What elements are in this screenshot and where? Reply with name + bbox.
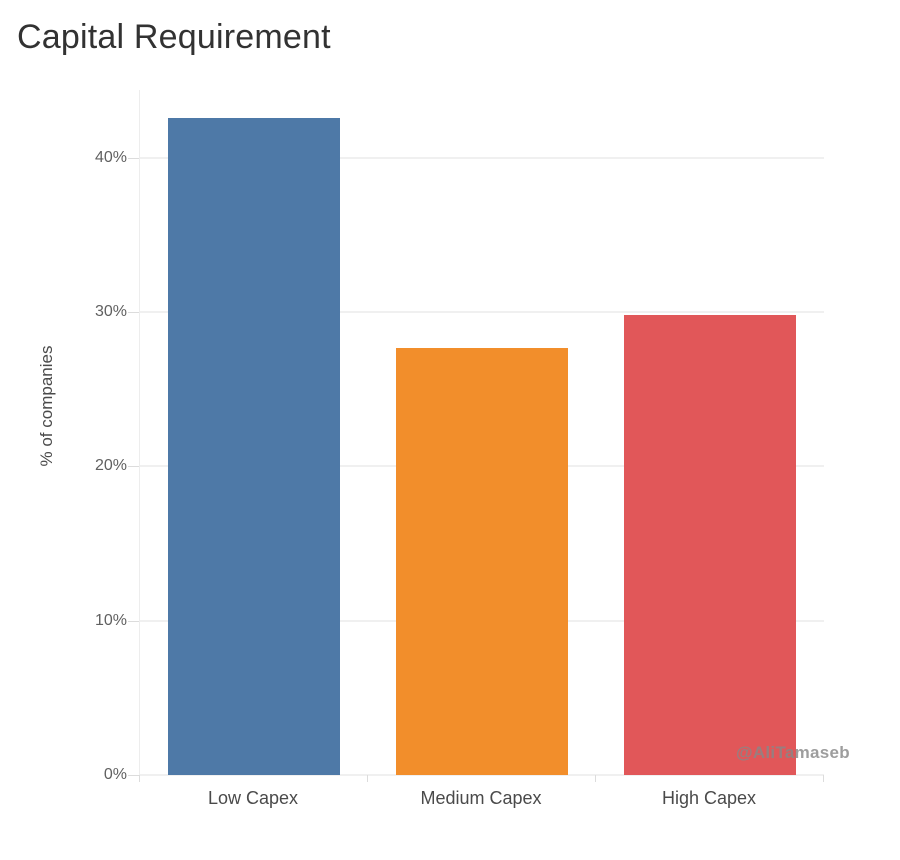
y-tick-mark — [128, 157, 139, 159]
gridline — [140, 774, 824, 776]
x-tick-label: Medium Capex — [420, 788, 542, 808]
bar-medium-capex — [396, 348, 568, 775]
y-tick-label: 20% — [94, 457, 127, 475]
y-tick-mark — [128, 466, 139, 468]
y-axis-title: % of companies — [37, 345, 56, 467]
y-tick-mark — [128, 775, 139, 776]
watermark: @AliTamaseb — [735, 743, 850, 762]
y-tick-label: 10% — [94, 611, 127, 629]
plot-area — [139, 90, 824, 776]
bar-low-capex — [168, 118, 340, 775]
gridline — [140, 311, 824, 314]
chart-title: Capital Requirement — [17, 18, 331, 56]
y-tick-mark — [128, 312, 139, 314]
y-tick-label: 0% — [103, 766, 127, 783]
x-tick-mark — [595, 775, 596, 782]
bar-high-capex — [624, 315, 796, 775]
x-tick-mark — [139, 775, 140, 782]
x-tick-label: High Capex — [661, 788, 757, 808]
y-tick-mark — [128, 620, 139, 622]
gridline — [140, 156, 824, 159]
x-tick-mark — [823, 775, 824, 782]
x-tick-label: Low Capex — [207, 788, 299, 808]
y-tick-label: 30% — [94, 303, 127, 321]
y-tick-label: 40% — [94, 148, 127, 166]
x-tick-mark — [367, 775, 368, 782]
